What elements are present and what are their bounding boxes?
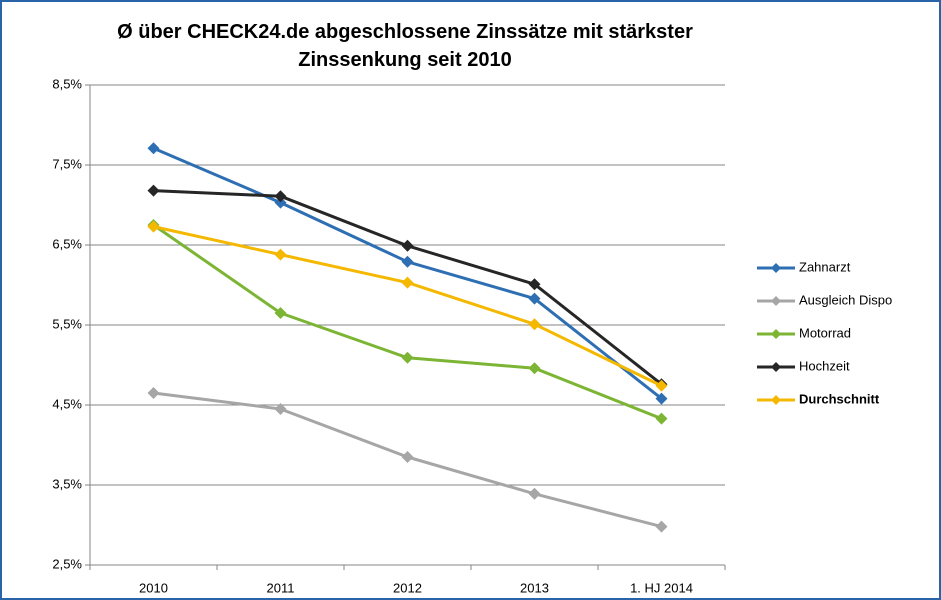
series-line	[152, 223, 663, 420]
data-point	[655, 520, 668, 533]
data-point	[528, 487, 541, 500]
x-tick-label: 2010	[139, 580, 168, 595]
data-point	[401, 255, 414, 268]
data-point	[274, 196, 287, 209]
data-point	[401, 239, 414, 252]
legend-marker	[771, 296, 781, 306]
data-point	[274, 307, 287, 319]
data-point	[528, 318, 541, 331]
data-point	[528, 278, 541, 291]
legend-label: Ausgleich Dispo	[799, 292, 892, 307]
legend-label: Zahnarzt	[799, 259, 851, 274]
y-tick-label: 5,5%	[52, 316, 82, 331]
data-point	[147, 387, 160, 399]
legend-marker	[771, 263, 781, 273]
chart-title: Ø über CHECK24.de abgeschlossene Zinssät…	[117, 21, 693, 71]
legend-marker	[771, 395, 781, 405]
legend-marker	[771, 329, 781, 339]
y-tick-label: 7,5%	[52, 156, 82, 171]
data-point	[401, 276, 414, 289]
y-tick-label: 4,5%	[52, 396, 82, 411]
x-tick-label: 1. HJ 2014	[630, 580, 693, 595]
y-tick-label: 8,5%	[52, 76, 82, 91]
data-point	[147, 142, 160, 155]
legend-label: Durchschnitt	[799, 391, 880, 406]
legend-label: Motorrad	[799, 325, 851, 340]
x-tick-label: 2012	[393, 580, 422, 595]
y-tick-label: 2,5%	[52, 556, 82, 571]
data-point	[401, 451, 414, 463]
data-point	[655, 392, 668, 405]
data-point	[655, 379, 668, 392]
data-point	[147, 220, 160, 233]
data-point	[401, 351, 414, 364]
legend-label: Hochzeit	[799, 358, 850, 373]
x-tick-label: 2011	[267, 580, 295, 595]
data-point	[528, 362, 541, 375]
data-point	[528, 292, 541, 305]
y-tick-label: 6,5%	[52, 236, 82, 251]
data-point	[274, 403, 287, 415]
data-point	[274, 248, 287, 261]
x-tick-label: 2013	[520, 580, 549, 595]
data-point	[655, 412, 668, 425]
data-point	[274, 190, 287, 203]
data-point	[147, 184, 160, 197]
legend-marker	[771, 362, 781, 372]
y-tick-label: 3,5%	[52, 476, 82, 491]
